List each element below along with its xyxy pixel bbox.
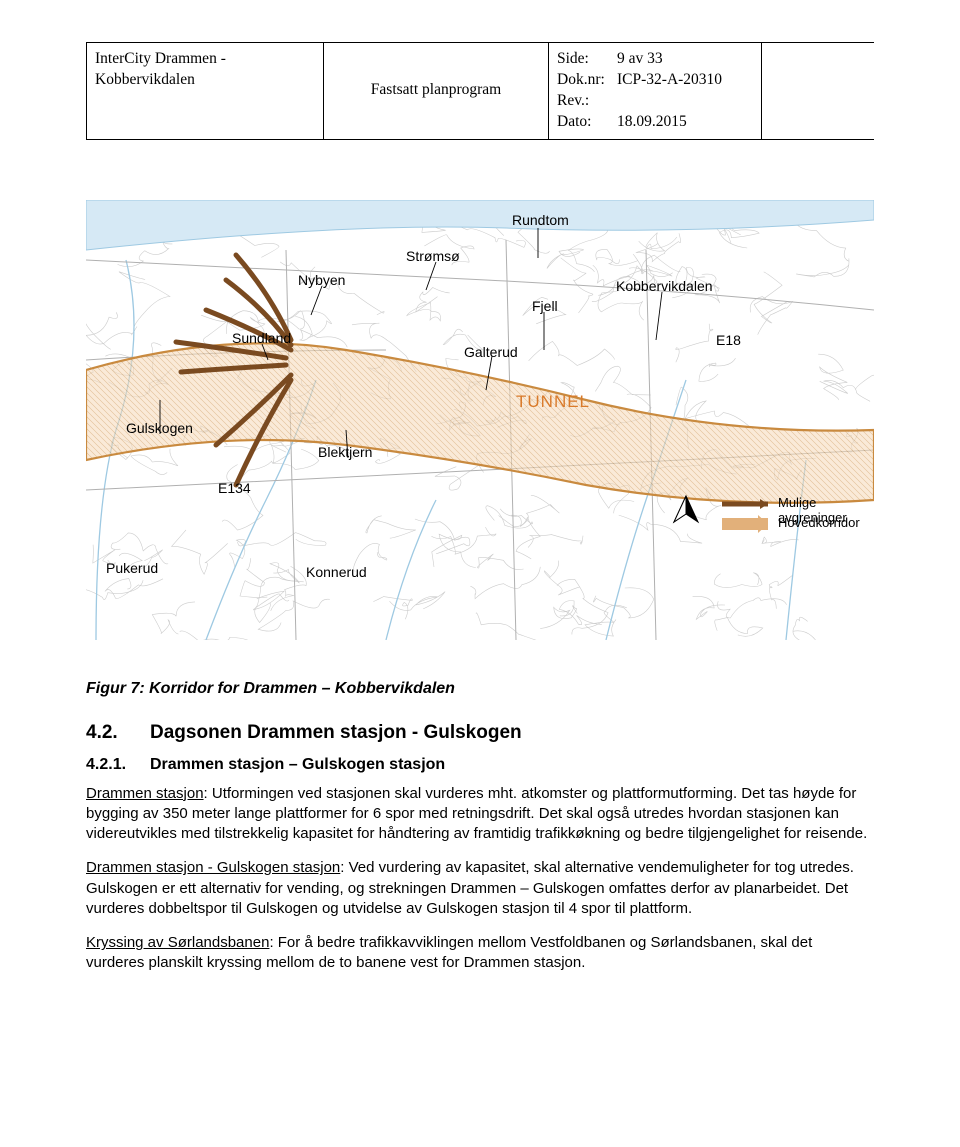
map-label: E18 [716,332,741,348]
para-1: Drammen stasjon: Utformingen ved stasjon… [86,784,874,845]
map-label: Konnerud [306,564,367,580]
map-label: Pukerud [106,560,158,576]
map-label: Nybyen [298,272,345,288]
map-label: Sundland [232,330,291,346]
body-text: Drammen stasjon: Utformingen ved stasjon… [86,784,874,974]
para-1-lead: Drammen stasjon [86,785,204,802]
map-label: E134 [218,480,251,496]
heading-4-2: 4.2.Dagsonen Drammen stasjon - Gulskogen [86,722,874,744]
map-label: Fjell [532,298,558,314]
heading-4-2-num: 4.2. [86,722,150,744]
header-meta: Side: 9 av 33 Dok.nr: ICP-32-A-20310 Rev… [549,43,762,139]
map-legend-label: Hovedkorridor [778,515,860,530]
meta-doknr-value: ICP-32-A-20310 [617,70,753,91]
figure-caption: Figur 7: Korridor for Drammen – Kobbervi… [86,680,874,698]
map-label: Kobbervikdalen [616,278,713,294]
map-label: Blektjern [318,444,372,460]
para-3: Kryssing av Sørlandsbanen: For å bedre t… [86,933,874,974]
heading-4-2-1: 4.2.1.Drammen stasjon – Gulskogen stasjo… [86,756,874,774]
map-label: TUNNEL [516,392,590,412]
meta-rev-value [617,91,753,112]
map-label: Galterud [464,344,518,360]
meta-side-value: 9 av 33 [617,49,753,70]
header-project-line2: Kobbervikdalen [95,71,195,88]
map-label: Gulskogen [126,420,193,436]
meta-doknr-label: Dok.nr: [557,70,617,91]
heading-4-2-1-title: Drammen stasjon – Gulskogen stasjon [150,756,445,773]
meta-dato-value: 18.09.2015 [617,112,753,133]
doc-header: InterCity Drammen - Kobbervikdalen Fasts… [86,42,874,140]
para-2: Drammen stasjon - Gulskogen stasjon: Ved… [86,858,874,919]
meta-dato-label: Dato: [557,112,617,133]
meta-side-label: Side: [557,49,617,70]
map-label: Strømsø [406,248,460,264]
corridor-map: Rundtom Strømsø Nybyen Fjell Kobbervikdalen S… [86,200,874,640]
para-1-rest: : Utformingen ved stasjonen skal vurdere… [86,785,867,843]
heading-4-2-1-num: 4.2.1. [86,756,150,774]
map-label: Rundtom [512,212,569,228]
header-doc-title: Fastsatt planprogram [324,43,549,139]
header-project-line1: InterCity Drammen - [95,50,226,67]
meta-rev-label: Rev.: [557,91,617,112]
header-project: InterCity Drammen - Kobbervikdalen [87,43,324,139]
para-2-lead: Drammen stasjon - Gulskogen stasjon [86,859,340,876]
para-3-lead: Kryssing av Sørlandsbanen [86,934,269,951]
heading-4-2-title: Dagsonen Drammen stasjon - Gulskogen [150,722,522,743]
